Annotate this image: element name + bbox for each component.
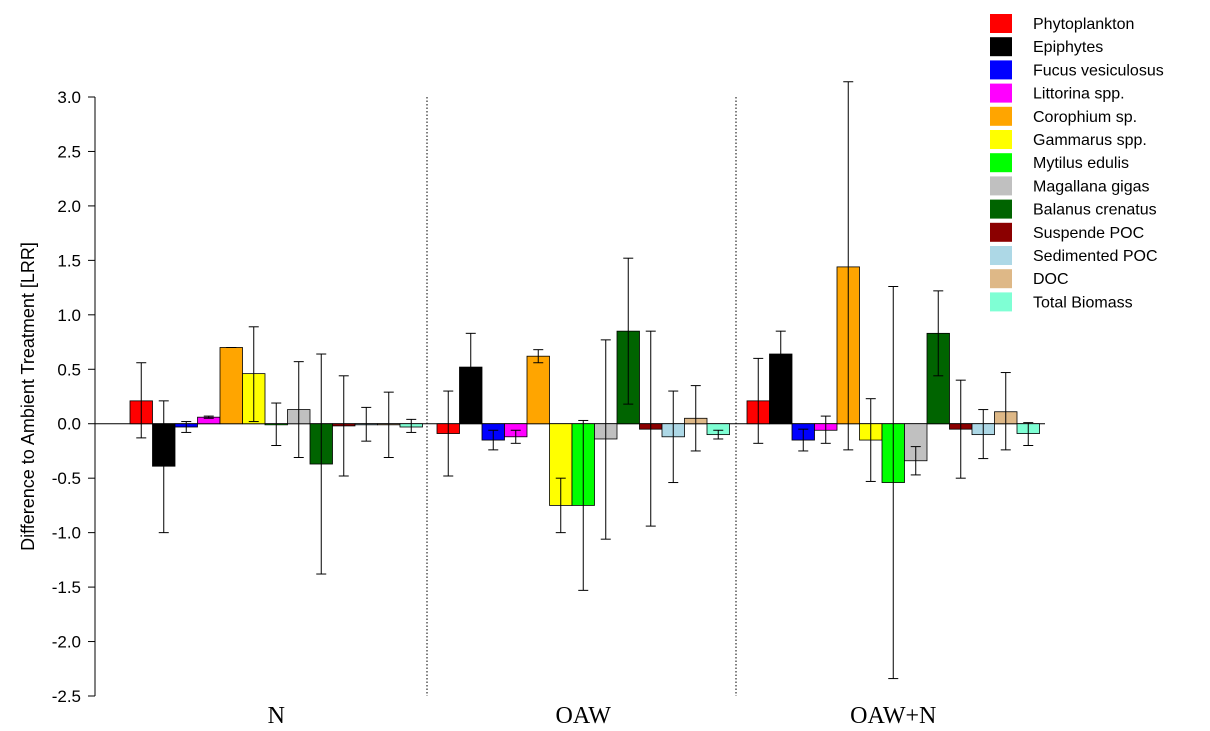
legend-label: Suspende POC xyxy=(1033,225,1144,242)
legend-swatch xyxy=(990,222,1012,242)
bar xyxy=(526,355,550,425)
legend-swatch xyxy=(990,176,1012,196)
legend-label: Epiphytes xyxy=(1033,39,1103,56)
legend-label: Magallana gigas xyxy=(1033,178,1150,195)
category-label: OAW xyxy=(556,703,612,729)
y-tick-label: 1.5 xyxy=(57,251,81,270)
legend-swatch xyxy=(990,106,1012,126)
legend-label: Gammarus spp. xyxy=(1033,132,1147,149)
y-tick-label: -2.5 xyxy=(52,687,81,706)
category-label: OAW+N xyxy=(850,703,936,729)
y-tick-label: 2.0 xyxy=(57,197,81,216)
labels: -2.5 -2.0 -1.5 -1.0 -0.5 0.0 0.5 1.0 1.5 2.0 2.5 3.… xyxy=(18,88,936,729)
legend-swatch xyxy=(990,153,1012,173)
legend-swatch xyxy=(990,292,1012,312)
bars xyxy=(129,81,1040,680)
y-axis-title: Difference to Ambient Treatment [LRR] xyxy=(18,242,38,551)
legend-swatch xyxy=(990,83,1012,103)
legend-label: Littorina spp. xyxy=(1033,86,1125,103)
legend-swatch xyxy=(990,14,1012,33)
y-tick-label: -2.0 xyxy=(52,633,81,652)
y-tick-label: 2.5 xyxy=(57,142,81,161)
legend-label: Sedimented POC xyxy=(1033,248,1158,265)
category-label: N xyxy=(268,703,285,729)
bar xyxy=(219,347,243,425)
legend-swatch xyxy=(990,37,1012,57)
legend-swatch xyxy=(990,246,1012,265)
legend-label: Total Biomass xyxy=(1033,294,1133,311)
legend: Phytoplankton Epiphytes Fucus vesiculosus L… xyxy=(990,14,1164,312)
legend-label: Corophium sp. xyxy=(1033,109,1137,126)
legend-label: Fucus vesiculosus xyxy=(1033,62,1164,79)
y-tick-label: 3.0 xyxy=(57,88,81,107)
y-tick-label: 1.0 xyxy=(57,306,81,325)
legend-label: Phytoplankton xyxy=(1033,16,1134,33)
y-tick-label: -0.5 xyxy=(52,469,81,488)
y-tick-label: 0.0 xyxy=(57,415,81,434)
y-tick-label: -1.5 xyxy=(52,578,81,597)
legend-label: Mytilus edulis xyxy=(1033,155,1129,172)
legend-swatch xyxy=(990,130,1012,149)
legend-label: Balanus crenatus xyxy=(1033,202,1157,219)
y-tick-label: 0.5 xyxy=(57,360,81,379)
y-tick-label: -1.0 xyxy=(52,524,81,543)
legend-swatch xyxy=(990,60,1012,80)
legend-swatch xyxy=(990,269,1012,289)
legend-label: DOC xyxy=(1033,271,1069,288)
legend-swatch xyxy=(990,199,1012,219)
